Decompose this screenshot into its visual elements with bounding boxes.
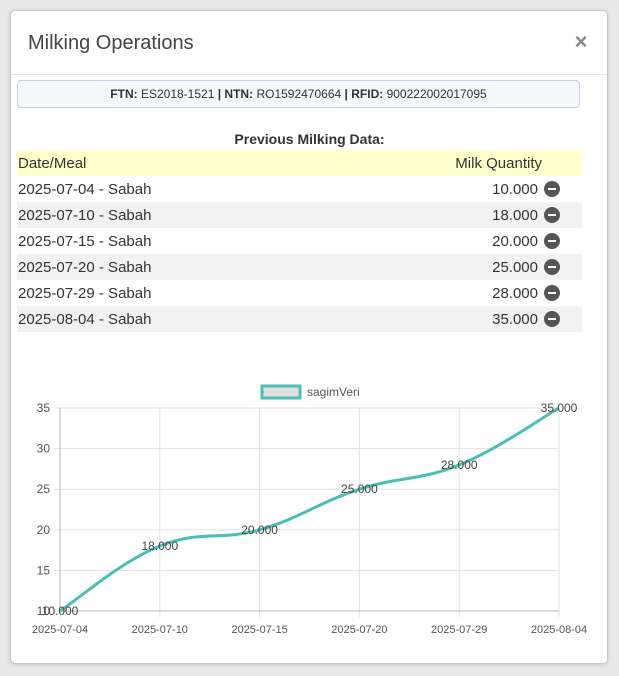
milking-line-chart: 35 30 25 20 15 10 2025-07-04 2025-07-10 2025-07-… [32, 384, 587, 636]
separator: | [344, 87, 348, 101]
y-tick-label: 35 [37, 401, 51, 415]
milking-table: Date/Meal Milk Quantity 2025-07-04 - Sab… [17, 150, 582, 332]
data-label: 20.000 [241, 523, 278, 537]
ntn-label: NTN: [224, 87, 254, 101]
remove-circle-icon[interactable] [544, 233, 560, 249]
row-date-meal: 2025-07-20 - Sabah [17, 254, 307, 280]
data-label: 10.000 [42, 604, 79, 618]
legend-label: sagimVeri [307, 385, 360, 399]
x-tick-label: 2025-07-20 [331, 624, 387, 636]
column-header-date: Date/Meal [17, 150, 307, 176]
row-quantity: 28.000 [492, 284, 538, 302]
row-quantity-cell: 28.000 [307, 280, 582, 306]
y-tick-label: 25 [37, 482, 51, 496]
x-tick-label: 2025-07-29 [431, 624, 487, 636]
row-date-meal: 2025-07-04 - Sabah [18, 180, 152, 198]
separator: | [217, 87, 222, 101]
row-date-meal: 2025-07-10 - Sabah [17, 202, 307, 228]
remove-circle-icon[interactable] [544, 259, 560, 275]
close-icon[interactable]: × [574, 29, 588, 54]
animal-info-box: FTN: ES2018-1521 | NTN: RO1592470664 | R… [17, 80, 580, 108]
row-quantity: 18.000 [492, 206, 538, 224]
legend-swatch [260, 384, 302, 400]
row-date-meal: 2025-07-29 - Sabah [18, 284, 152, 302]
row-quantity-cell: 18.000 [306, 202, 582, 228]
x-tick-label: 2025-08-04 [531, 624, 587, 636]
row-quantity-cell: 35.000 [306, 306, 582, 332]
modal-header: Milking Operations × [11, 11, 607, 75]
remove-circle-icon[interactable] [544, 181, 560, 197]
row-quantity-cell: 25.000 [306, 254, 582, 280]
data-label: 18.000 [141, 539, 178, 553]
row-date-meal: 2025-08-04 - Sabah [17, 306, 307, 332]
rfid-label: RFID: [351, 87, 384, 101]
y-tick-label: 20 [37, 523, 51, 537]
x-tick-label: 2025-07-04 [32, 624, 88, 636]
remove-circle-icon[interactable] [544, 311, 560, 327]
table-row: 2025-07-15 - Sabah 20.000 [17, 228, 582, 254]
table-row: 2025-07-04 - Sabah 10.000 [17, 176, 582, 202]
x-tick-label: 2025-07-10 [132, 624, 188, 636]
y-tick-label: 10 [37, 604, 51, 618]
remove-circle-icon[interactable] [544, 285, 560, 301]
series-line [59, 406, 560, 613]
modal-title: Milking Operations [28, 32, 194, 54]
row-date-meal: 2025-07-15 - Sabah [18, 232, 152, 250]
ntn-value: RO1592470664 [256, 87, 342, 101]
row-quantity: 35.000 [492, 310, 538, 328]
data-label: 35.000 [541, 401, 578, 415]
column-header-quantity: Milk Quantity [306, 150, 582, 176]
table-title: Previous Milking Data: [234, 131, 385, 147]
rfid-value: 900222002017095 [386, 87, 487, 101]
row-quantity: 25.000 [492, 258, 538, 276]
y-tick-label: 15 [37, 563, 51, 577]
x-tick-label: 2025-07-15 [231, 624, 287, 636]
table-header-row: Date/Meal Milk Quantity [17, 150, 582, 176]
y-tick-label: 30 [37, 442, 51, 456]
milking-modal: Milking Operations × [10, 10, 608, 664]
table-row: 2025-07-10 - Sabah 18.000 [17, 202, 582, 228]
table-row: 2025-07-29 - Sabah 28.000 [17, 280, 582, 306]
ftn-value: ES2018-1521 [140, 87, 215, 101]
table-row: 2025-08-04 - Sabah 35.000 [17, 306, 582, 332]
row-quantity-cell: 20.000 [307, 228, 582, 254]
remove-circle-icon[interactable] [544, 207, 560, 223]
ftn-label: FTN: [110, 87, 138, 101]
data-label: 28.000 [441, 458, 478, 472]
row-quantity: 20.000 [492, 232, 538, 250]
data-label: 25.000 [341, 482, 378, 496]
row-quantity: 10.000 [492, 180, 538, 198]
table-row: 2025-07-20 - Sabah 25.000 [17, 254, 582, 280]
row-quantity-cell: 10.000 [307, 176, 582, 202]
